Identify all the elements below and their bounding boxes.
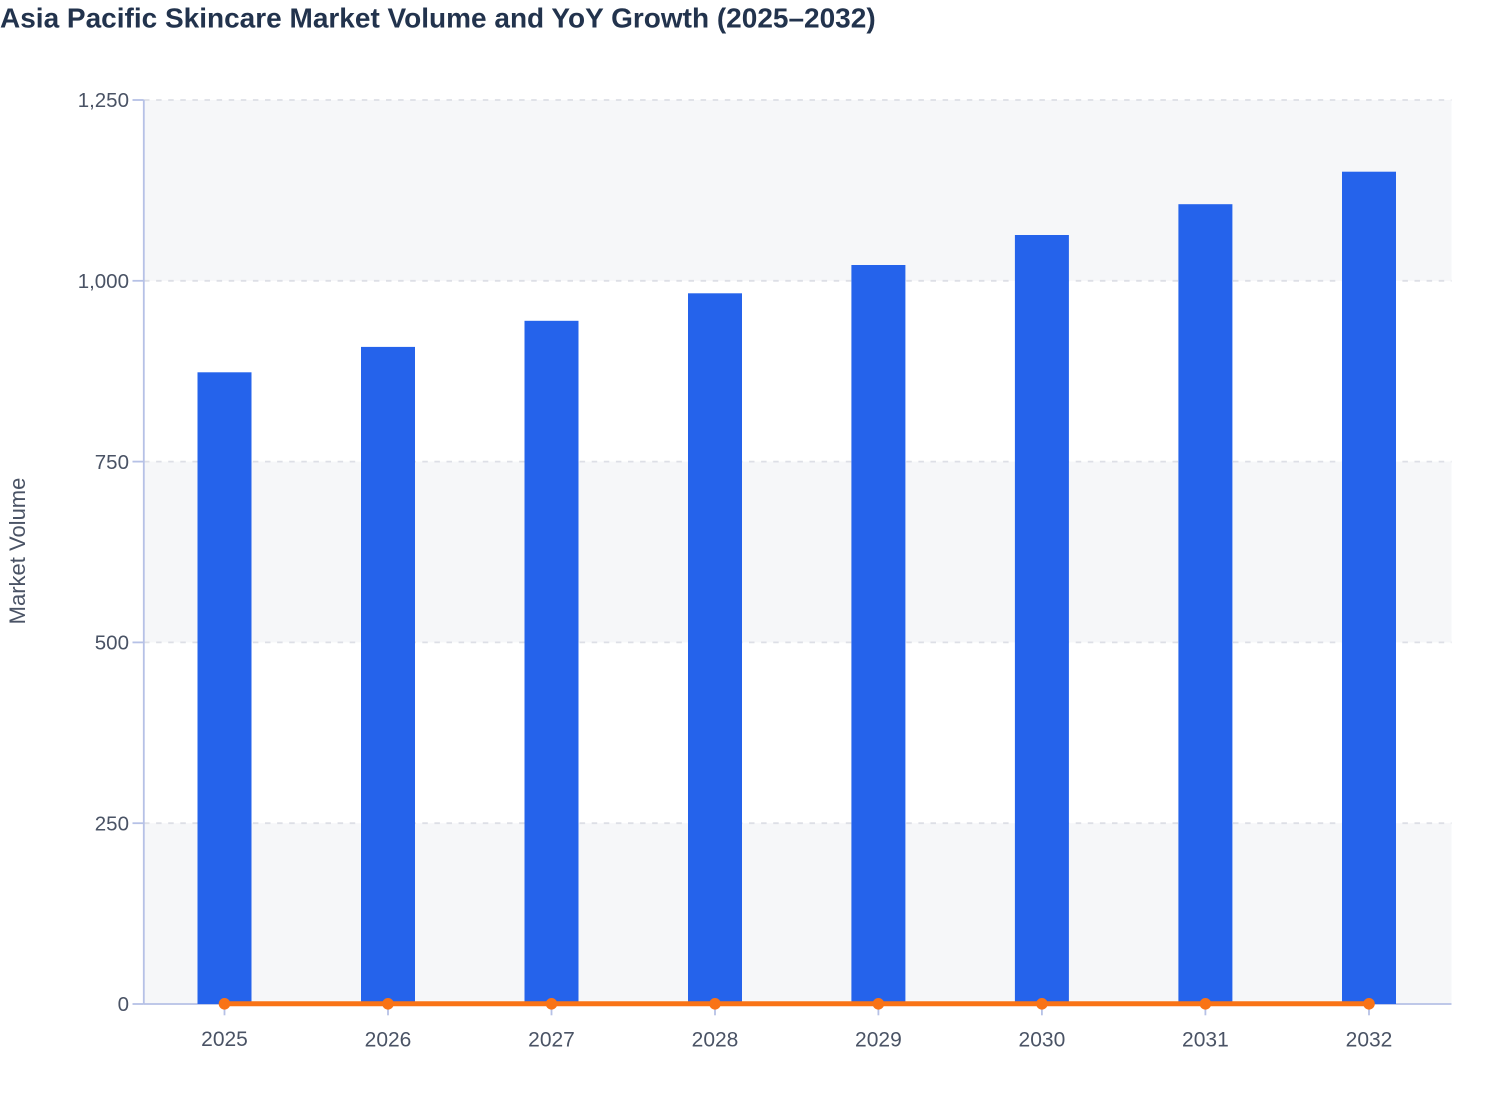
svg-text:Market Volume: Market Volume bbox=[5, 478, 30, 625]
svg-text:2029: 2029 bbox=[855, 1028, 902, 1051]
svg-text:Asia Pacific Skincare Market V: Asia Pacific Skincare Market Volume and … bbox=[0, 2, 876, 33]
svg-text:2031: 2031 bbox=[1182, 1028, 1229, 1051]
svg-text:2032: 2032 bbox=[1346, 1028, 1393, 1051]
svg-text:750: 750 bbox=[95, 451, 129, 474]
svg-text:2026: 2026 bbox=[365, 1028, 412, 1051]
svg-text:1,000: 1,000 bbox=[78, 270, 129, 293]
svg-text:0: 0 bbox=[118, 993, 129, 1016]
svg-text:2025: 2025 bbox=[201, 1028, 248, 1051]
svg-text:2030: 2030 bbox=[1019, 1028, 1066, 1051]
svg-text:2028: 2028 bbox=[692, 1028, 739, 1051]
svg-text:2027: 2027 bbox=[528, 1028, 575, 1051]
svg-text:1,250: 1,250 bbox=[78, 89, 129, 112]
svg-text:250: 250 bbox=[95, 812, 129, 835]
svg-text:500: 500 bbox=[95, 632, 129, 655]
